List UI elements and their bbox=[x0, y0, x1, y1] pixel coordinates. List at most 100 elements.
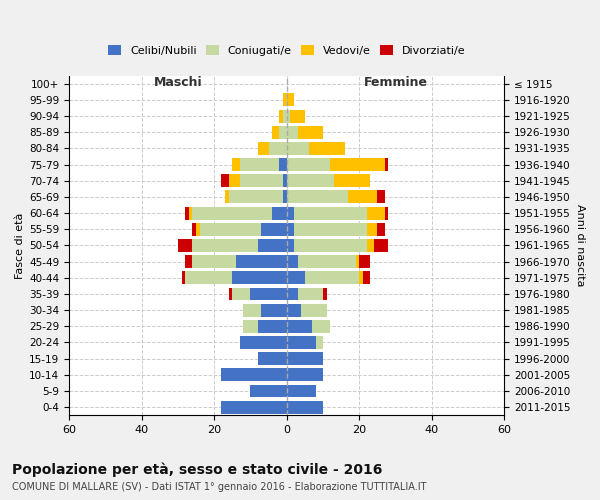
Bar bbox=[334, 174, 370, 187]
Bar bbox=[287, 320, 312, 333]
Bar bbox=[290, 110, 305, 122]
Bar bbox=[287, 158, 330, 171]
Bar bbox=[196, 223, 200, 236]
Bar bbox=[385, 206, 388, 220]
Bar bbox=[221, 174, 229, 187]
Bar bbox=[185, 272, 232, 284]
Bar bbox=[287, 384, 316, 398]
Bar bbox=[250, 288, 287, 300]
Bar bbox=[193, 206, 272, 220]
Bar bbox=[367, 223, 377, 236]
Bar bbox=[258, 142, 269, 155]
Bar bbox=[232, 272, 287, 284]
Bar bbox=[193, 239, 258, 252]
Bar bbox=[269, 142, 287, 155]
Bar bbox=[280, 158, 287, 171]
Bar bbox=[239, 158, 280, 171]
Bar bbox=[283, 174, 287, 187]
Bar bbox=[287, 190, 349, 203]
Bar bbox=[359, 272, 363, 284]
Bar bbox=[349, 190, 377, 203]
Bar bbox=[229, 174, 239, 187]
Bar bbox=[258, 352, 287, 365]
Bar bbox=[377, 223, 385, 236]
Bar bbox=[287, 206, 294, 220]
Bar bbox=[367, 206, 385, 220]
Y-axis label: Anni di nascita: Anni di nascita bbox=[575, 204, 585, 286]
Bar bbox=[250, 384, 287, 398]
Bar bbox=[232, 158, 239, 171]
Bar bbox=[258, 239, 287, 252]
Bar bbox=[385, 158, 388, 171]
Bar bbox=[287, 142, 308, 155]
Bar bbox=[185, 206, 189, 220]
Bar bbox=[287, 126, 298, 138]
Bar bbox=[294, 223, 367, 236]
Bar bbox=[193, 255, 236, 268]
Bar bbox=[316, 336, 323, 349]
Bar bbox=[308, 142, 345, 155]
Bar bbox=[305, 272, 359, 284]
Bar bbox=[258, 320, 287, 333]
Text: Maschi: Maschi bbox=[154, 76, 202, 88]
Bar bbox=[323, 288, 326, 300]
Bar bbox=[280, 110, 283, 122]
Legend: Celibi/Nubili, Coniugati/e, Vedovi/e, Divorziati/e: Celibi/Nubili, Coniugati/e, Vedovi/e, Di… bbox=[103, 40, 470, 60]
Bar bbox=[301, 304, 326, 316]
Bar bbox=[236, 255, 287, 268]
Bar bbox=[330, 158, 385, 171]
Bar bbox=[298, 288, 323, 300]
Bar bbox=[262, 223, 287, 236]
Text: Popolazione per età, sesso e stato civile - 2016: Popolazione per età, sesso e stato civil… bbox=[12, 462, 382, 477]
Y-axis label: Fasce di età: Fasce di età bbox=[15, 212, 25, 278]
Bar bbox=[312, 320, 330, 333]
Bar bbox=[283, 110, 287, 122]
Bar bbox=[182, 272, 185, 284]
Bar bbox=[294, 206, 367, 220]
Bar bbox=[363, 272, 370, 284]
Bar bbox=[178, 239, 193, 252]
Bar bbox=[229, 190, 283, 203]
Bar bbox=[193, 223, 196, 236]
Text: COMUNE DI MALLARE (SV) - Dati ISTAT 1° gennaio 2016 - Elaborazione TUTTITALIA.IT: COMUNE DI MALLARE (SV) - Dati ISTAT 1° g… bbox=[12, 482, 427, 492]
Bar bbox=[359, 255, 370, 268]
Bar bbox=[377, 190, 385, 203]
Bar bbox=[221, 368, 287, 382]
Bar bbox=[287, 174, 334, 187]
Bar bbox=[287, 304, 301, 316]
Bar bbox=[287, 368, 323, 382]
Bar bbox=[287, 94, 294, 106]
Bar bbox=[287, 272, 305, 284]
Bar bbox=[243, 320, 258, 333]
Bar bbox=[298, 126, 323, 138]
Bar bbox=[221, 400, 287, 413]
Bar bbox=[200, 223, 262, 236]
Bar bbox=[239, 336, 287, 349]
Bar bbox=[356, 255, 359, 268]
Bar bbox=[280, 126, 287, 138]
Bar bbox=[294, 239, 367, 252]
Bar bbox=[189, 206, 193, 220]
Bar bbox=[239, 174, 283, 187]
Bar bbox=[287, 400, 323, 413]
Bar bbox=[287, 110, 290, 122]
Bar bbox=[272, 206, 287, 220]
Bar bbox=[287, 239, 294, 252]
Bar bbox=[287, 336, 316, 349]
Bar bbox=[232, 288, 250, 300]
Text: Femmine: Femmine bbox=[364, 76, 428, 88]
Bar bbox=[185, 255, 193, 268]
Bar bbox=[262, 304, 287, 316]
Bar bbox=[367, 239, 374, 252]
Bar bbox=[298, 255, 356, 268]
Bar bbox=[225, 190, 229, 203]
Bar bbox=[243, 304, 262, 316]
Bar bbox=[272, 126, 280, 138]
Bar bbox=[287, 255, 298, 268]
Bar bbox=[287, 352, 323, 365]
Bar bbox=[229, 288, 232, 300]
Bar bbox=[283, 94, 287, 106]
Bar bbox=[287, 288, 298, 300]
Bar bbox=[374, 239, 388, 252]
Bar bbox=[287, 223, 294, 236]
